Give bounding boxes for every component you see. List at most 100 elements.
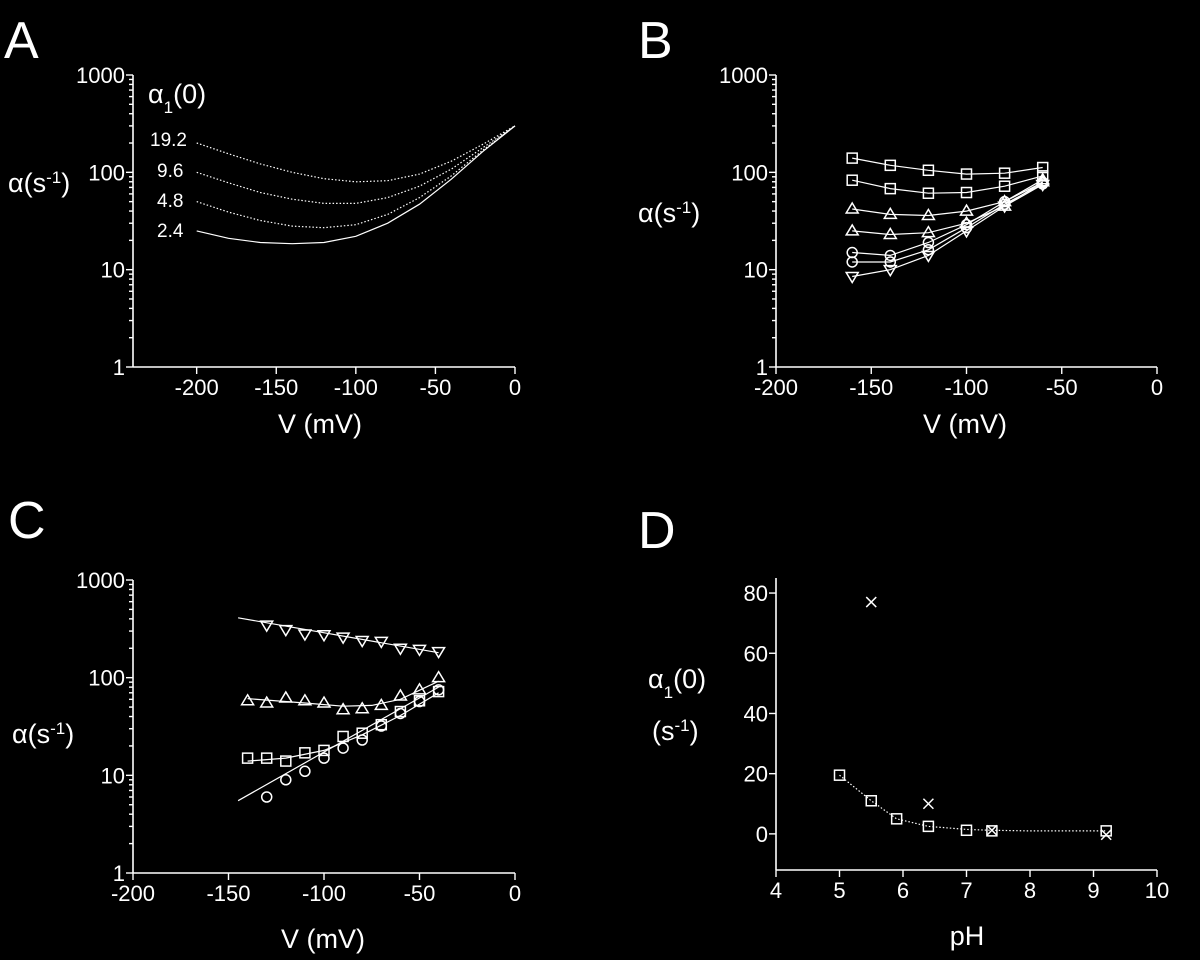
data-point-triangle-down-open [373, 636, 389, 649]
panel-d-axes: 4 5 6 7 8 9 10 0 20 40 60 80 [744, 578, 1169, 903]
panel-b-axes: -200 -150 -100 -50 0 1 10 100 1000 [719, 63, 1163, 400]
data-point-triangle-filled [882, 227, 898, 240]
y-tick-label: 80 [744, 581, 768, 606]
y-tick-label: 60 [744, 641, 768, 666]
data-point-triangle-down-open [997, 201, 1012, 214]
data-point-circle-open [280, 774, 292, 786]
panel-d-y-axis-title: α1(0) [648, 664, 706, 702]
data-point-triangle-open [259, 695, 275, 708]
series-line-2.4 [196, 125, 516, 245]
panel-d-x-axis-title: pH [950, 921, 985, 951]
panel-d: α1(0) (s-1) pH [648, 664, 984, 951]
panel-a-curve-label-19.2: 19.2 [150, 130, 187, 151]
x-tick-label: 5 [833, 878, 845, 903]
panel-a-x-axis-title: V (mV) [278, 409, 362, 439]
data-point-square-open [986, 825, 998, 837]
y-tick-label: 1 [756, 355, 768, 380]
series-triangle-down-open [844, 179, 1051, 284]
data-point-square-filled [960, 186, 973, 199]
data-point-triangle-open [335, 702, 351, 715]
data-point-square-open [318, 744, 330, 757]
data-point-triangle-open [882, 206, 898, 220]
data-point-triangle-open [844, 201, 860, 214]
panel-c-x-axis-title: V (mV) [281, 924, 365, 954]
data-point-triangle-open [412, 682, 427, 695]
y-tick-label: 20 [744, 762, 768, 787]
y-tick-label: 1 [113, 861, 125, 886]
series-circle-open [260, 684, 445, 803]
x-tick-label: -50 [420, 375, 452, 400]
y-tick-label: 1 [113, 355, 125, 380]
data-point-triangle-down-open [959, 226, 974, 239]
data-point-triangle-open [393, 688, 408, 701]
x-tick-label: -150 [849, 375, 893, 400]
y-tick-label: 40 [744, 701, 768, 726]
data-point-circle-filled [846, 256, 858, 268]
panel-b-y-axis-title: α(s-1) [638, 198, 700, 229]
panel-b: α(s-1) V (mV) [638, 198, 1007, 440]
series-triangle-down-open [259, 620, 446, 660]
panel-a-curve-label-2.4: 2.4 [157, 221, 184, 242]
data-point-circle-open [356, 734, 368, 746]
panel-a: α(s-1) V (mV) α1(0) 19.2 9.6 4.8 2.4 [8, 79, 362, 439]
series-circle-open [846, 176, 1049, 262]
data-point-square-open [280, 755, 292, 767]
data-point-triangle-down-open [278, 624, 294, 638]
panel-letter-a: A [4, 12, 39, 70]
series-square-open [846, 152, 1049, 180]
series-line-square-filled [852, 175, 1043, 194]
fit-line-1 [247, 680, 439, 707]
panel-c-axes: -200 -150 -100 -50 0 1 10 100 1000 [76, 568, 521, 906]
panel-a-legend-title: α1(0) [148, 79, 206, 117]
panel-a-y-axis-title: α(s-1) [8, 168, 70, 199]
y-tick-label: 10 [101, 258, 125, 283]
y-tick-label: 1000 [76, 63, 125, 88]
data-point-square-open [922, 820, 935, 833]
data-point-circle-open [260, 791, 273, 803]
y-tick-label: 100 [88, 666, 125, 691]
x-tick-label: -100 [334, 375, 378, 400]
y-tick-label: 100 [88, 160, 125, 185]
data-point-square-open [865, 795, 877, 807]
data-point-triangle-open [240, 693, 255, 706]
x-tick-label: -50 [404, 881, 436, 906]
data-point-square-filled [998, 180, 1011, 192]
panel-letter-c: C [8, 492, 46, 550]
y-tick-label: 100 [731, 160, 768, 185]
panel-letter-b: B [638, 12, 673, 70]
x-tick-label: -150 [206, 881, 250, 906]
data-point-square-open [884, 159, 897, 172]
panel-a-curve-label-4.8: 4.8 [157, 191, 183, 212]
x-tick-label: 10 [1145, 878, 1169, 903]
data-point-square-filled [846, 174, 858, 186]
data-point-square-open [998, 167, 1011, 179]
data-point-triangle-down-open [882, 264, 898, 278]
panel-b-x-axis-title: V (mV) [923, 409, 1007, 439]
data-point-triangle-open [297, 693, 313, 706]
data-point-circle-open [375, 720, 388, 732]
x-tick-label: 0 [509, 375, 521, 400]
data-point-circle-open [299, 765, 311, 778]
data-point-square-open [846, 152, 858, 164]
data-point-square-open [960, 168, 973, 180]
x-tick-label: -200 [754, 375, 798, 400]
data-point-circle-open [884, 249, 897, 262]
data-point-triangle-open [354, 701, 370, 714]
data-point-square-open [337, 730, 349, 743]
panel-d-y-axis-unit: (s-1) [652, 716, 699, 747]
data-point-square-open [833, 769, 846, 781]
x-tick-label: 0 [1151, 375, 1163, 400]
data-point-triangle-filled [921, 225, 936, 238]
data-point-square-open [960, 824, 973, 837]
panel-a-curve-label-9.6: 9.6 [157, 161, 183, 182]
y-tick-label: 10 [744, 258, 768, 283]
series-cross [865, 596, 1112, 841]
data-point-square-open [260, 752, 273, 764]
x-tick-label: -50 [1046, 375, 1078, 400]
series-line-19.2 [196, 125, 516, 183]
data-point-triangle-down-open [259, 620, 275, 633]
data-point-circle-open [318, 752, 330, 764]
series-circle-filled [846, 178, 1049, 268]
data-point-triangle-open [431, 670, 446, 683]
